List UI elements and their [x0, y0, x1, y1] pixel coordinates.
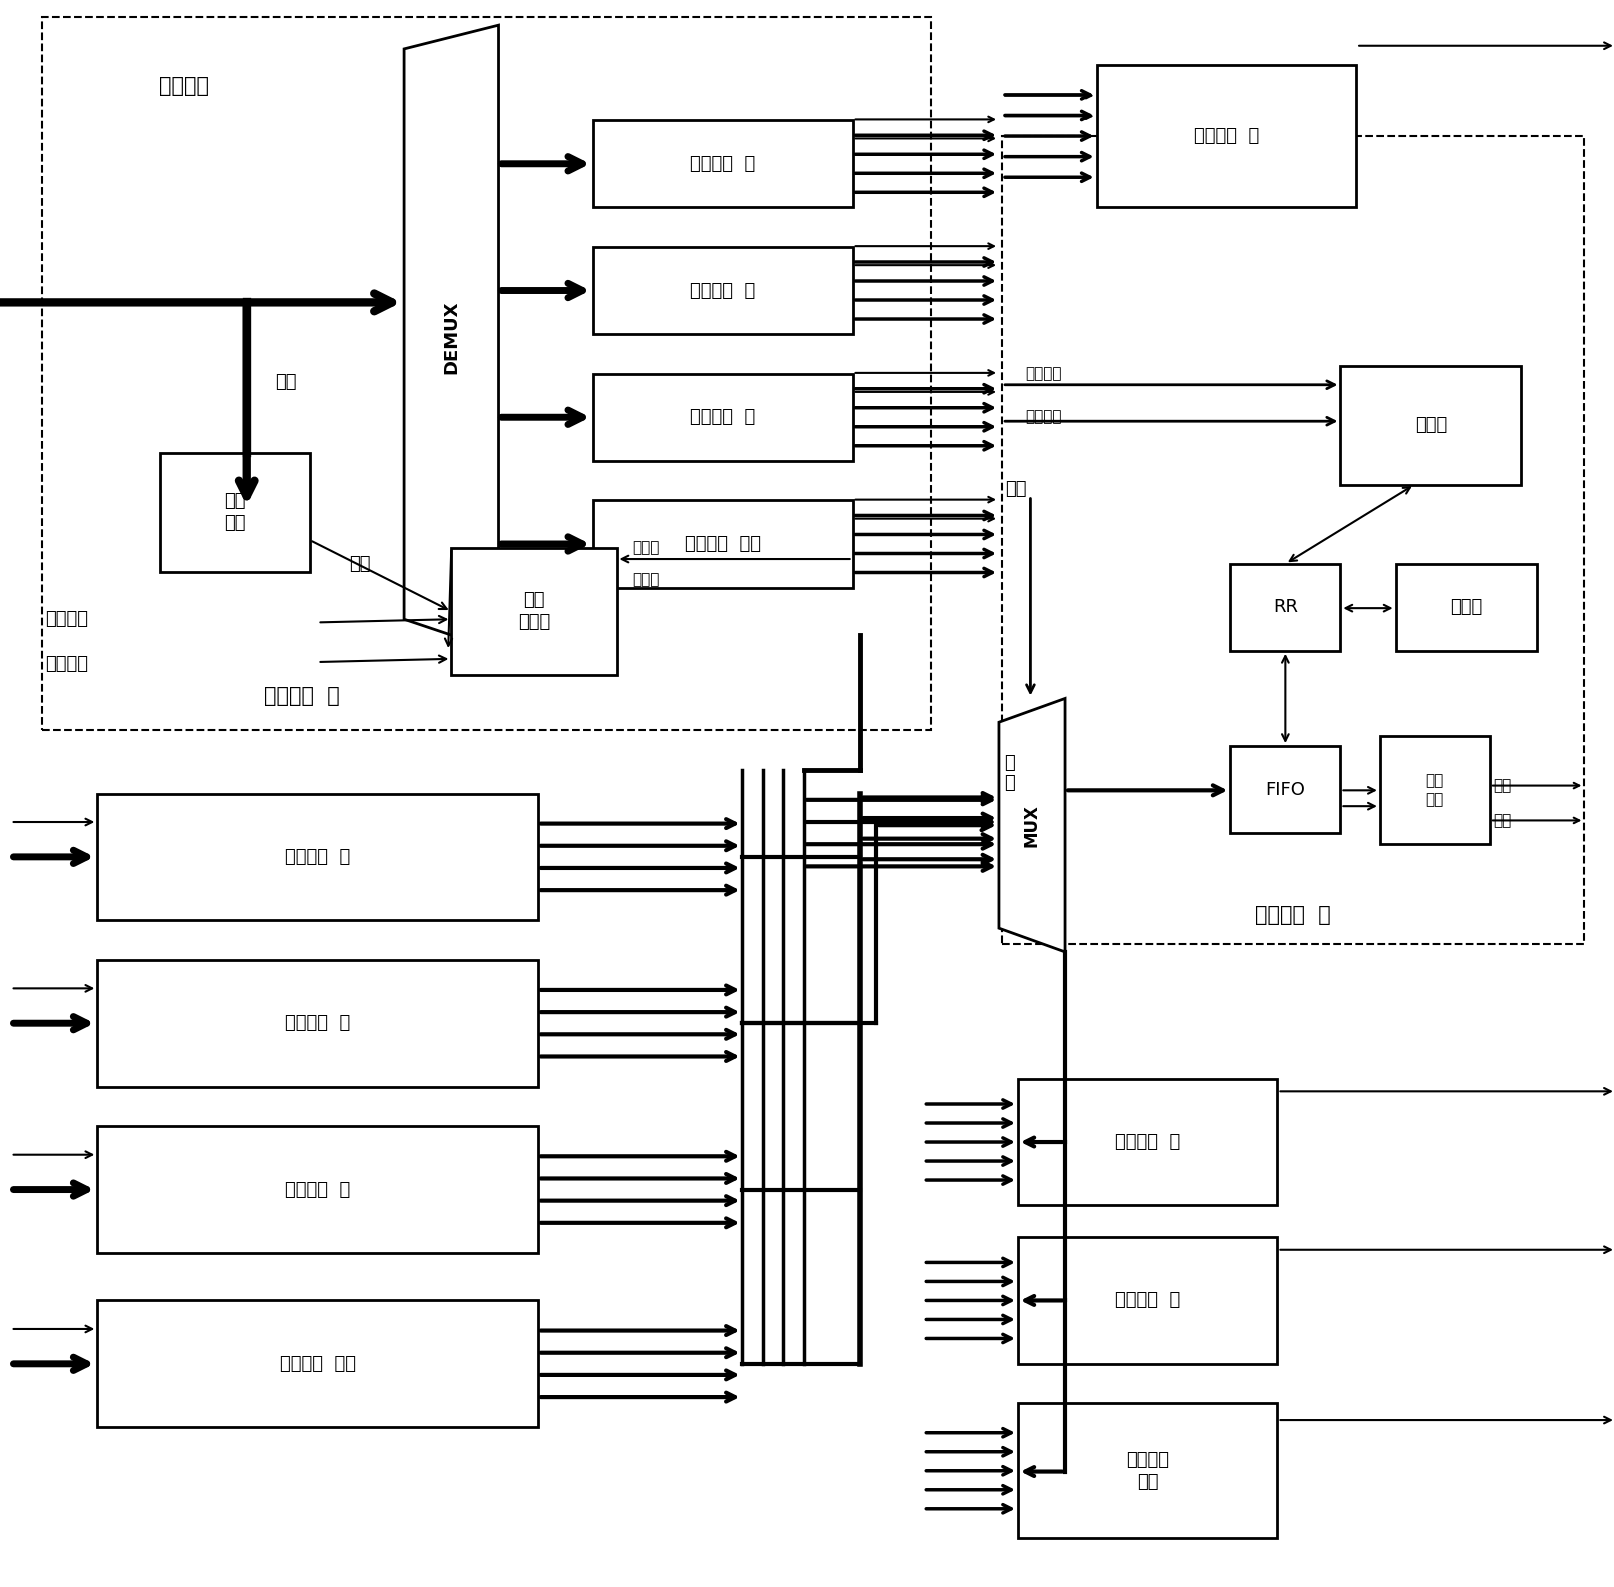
Text: 选择: 选择 — [1006, 481, 1027, 498]
Text: 输入端口  本地: 输入端口 本地 — [279, 1355, 355, 1373]
Text: MUX: MUX — [1023, 803, 1041, 846]
Text: 确认: 确认 — [1493, 813, 1511, 828]
Text: 输入端口  北: 输入端口 北 — [265, 686, 339, 706]
Text: 输入端口  东: 输入端口 东 — [286, 1181, 350, 1198]
Text: 输出端口  北: 输出端口 北 — [1194, 127, 1259, 144]
Text: 输出端口
本地: 输出端口 本地 — [1127, 1451, 1169, 1490]
Bar — [1002, 136, 1585, 944]
Text: 虚拟通道  东: 虚拟通道 东 — [691, 156, 755, 173]
Text: 虚拟通道  南: 虚拟通道 南 — [691, 281, 755, 300]
Bar — [1341, 365, 1522, 484]
Bar — [592, 248, 852, 335]
Text: 确认信号: 确认信号 — [45, 654, 89, 673]
Text: 控制器: 控制器 — [1415, 416, 1448, 435]
Bar — [97, 960, 537, 1087]
Text: 数据输入: 数据输入 — [158, 76, 208, 97]
Text: 仲裁器: 仲裁器 — [1451, 598, 1483, 616]
Text: 包
尾: 包 尾 — [1004, 754, 1015, 792]
Polygon shape — [404, 25, 499, 651]
Text: 输入端口  南: 输入端口 南 — [286, 1014, 350, 1032]
Text: 虚拟通道  本地: 虚拟通道 本地 — [684, 535, 760, 552]
Bar — [1230, 746, 1341, 833]
Bar — [1096, 65, 1356, 208]
Text: 写信号: 写信号 — [633, 573, 660, 587]
Bar — [160, 452, 310, 571]
Text: 输出端口  东: 输出端口 东 — [1115, 1292, 1180, 1309]
Text: 满信号: 满信号 — [633, 541, 660, 555]
Bar — [97, 1300, 537, 1427]
Text: 头部: 头部 — [274, 373, 297, 390]
Text: DEMUX: DEMUX — [442, 300, 460, 375]
Bar — [592, 121, 852, 208]
Text: 头部
解析: 头部 解析 — [224, 492, 245, 532]
Text: 有效信号: 有效信号 — [45, 611, 89, 628]
Text: 输出端口  南: 输出端口 南 — [1115, 1133, 1180, 1151]
Text: 有效: 有效 — [1493, 778, 1511, 794]
Text: RR: RR — [1273, 598, 1298, 616]
Text: 输入端口  西: 输入端口 西 — [286, 847, 350, 867]
Bar — [42, 17, 931, 730]
Text: 输出端口  西: 输出端口 西 — [1256, 905, 1332, 925]
Text: 虚拟通道  西: 虚拟通道 西 — [691, 408, 755, 427]
Bar — [452, 548, 617, 674]
Text: 允许信号: 允许信号 — [1027, 367, 1062, 381]
Bar — [1396, 563, 1537, 651]
Text: 选择: 选择 — [349, 555, 371, 573]
Bar — [97, 794, 537, 920]
Bar — [1018, 1238, 1278, 1363]
Bar — [1230, 563, 1341, 651]
Bar — [97, 1127, 537, 1252]
Bar — [1018, 1079, 1278, 1206]
Bar — [1380, 736, 1490, 844]
Text: 输入
控制器: 输入 控制器 — [518, 592, 550, 632]
Bar — [592, 500, 852, 587]
Text: FIFO: FIFO — [1265, 781, 1306, 798]
Bar — [1018, 1403, 1278, 1538]
Bar — [592, 373, 852, 460]
Text: 请求信号: 请求信号 — [1027, 409, 1062, 424]
Polygon shape — [999, 698, 1065, 952]
Text: 输出
控制: 输出 控制 — [1425, 773, 1445, 808]
